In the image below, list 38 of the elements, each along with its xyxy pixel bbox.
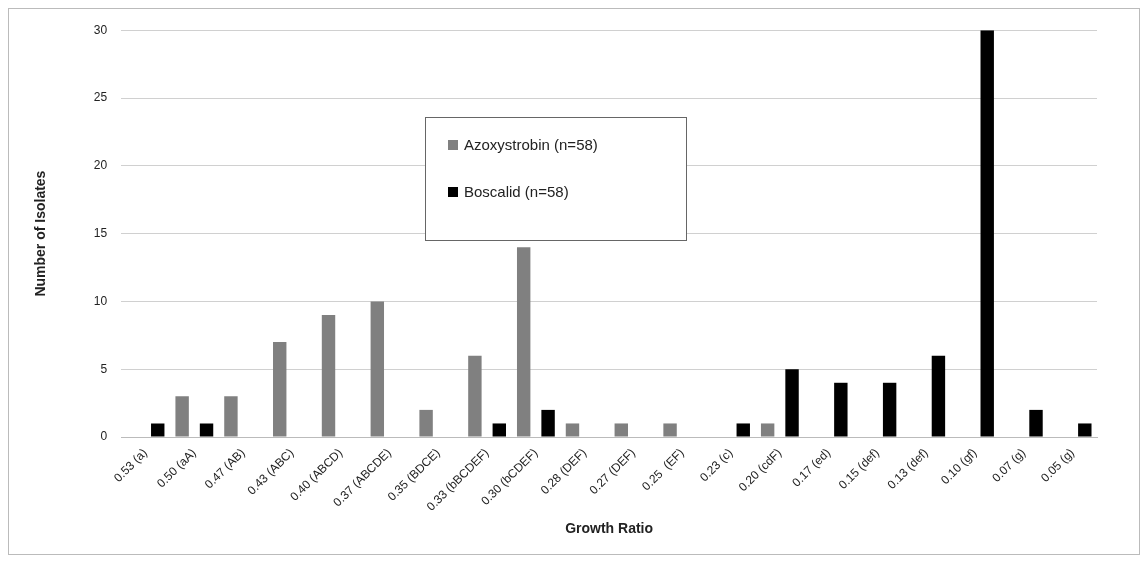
bar: [736, 423, 750, 437]
bar: [492, 423, 506, 437]
bar: [419, 409, 433, 437]
bar: [663, 423, 677, 437]
bar: [980, 30, 994, 437]
bar: [541, 409, 555, 437]
bar: [370, 301, 385, 437]
legend-label: Boscalid (n=58): [464, 183, 569, 200]
y-tick-label: 5: [100, 361, 108, 376]
y-axis-title: Number of Isolates: [32, 170, 49, 297]
x-tick-label: 0.10 (gf): [937, 445, 980, 488]
x-axis-title: Growth Ratio: [565, 520, 654, 537]
bar: [760, 423, 775, 437]
bar: [614, 423, 628, 437]
y-tick-label: 20: [93, 158, 108, 173]
bar: [882, 382, 897, 437]
bar: [321, 314, 336, 437]
bar: [516, 247, 531, 437]
y-tick-label: 25: [93, 90, 108, 105]
bar: [468, 355, 482, 437]
bar: [1078, 423, 1092, 437]
bar: [1029, 409, 1043, 437]
y-tick-label: 30: [93, 22, 108, 37]
x-tick-label: 0.50 (aA): [154, 445, 199, 491]
y-tick-label: 10: [93, 293, 108, 308]
bar: [151, 423, 165, 437]
y-tick-label: 0: [100, 429, 108, 444]
y-tick-label: 15: [93, 225, 108, 240]
bar: [785, 369, 799, 437]
bar: [834, 382, 848, 437]
bar: [273, 342, 287, 437]
bar: [199, 423, 214, 437]
x-tick-label: 0.23 (c): [696, 445, 736, 485]
bar: [175, 396, 189, 437]
legend-label: Azoxystrobin (n=58): [464, 136, 598, 153]
bar: [565, 423, 580, 437]
bar: [931, 355, 946, 437]
bar: [224, 396, 238, 437]
